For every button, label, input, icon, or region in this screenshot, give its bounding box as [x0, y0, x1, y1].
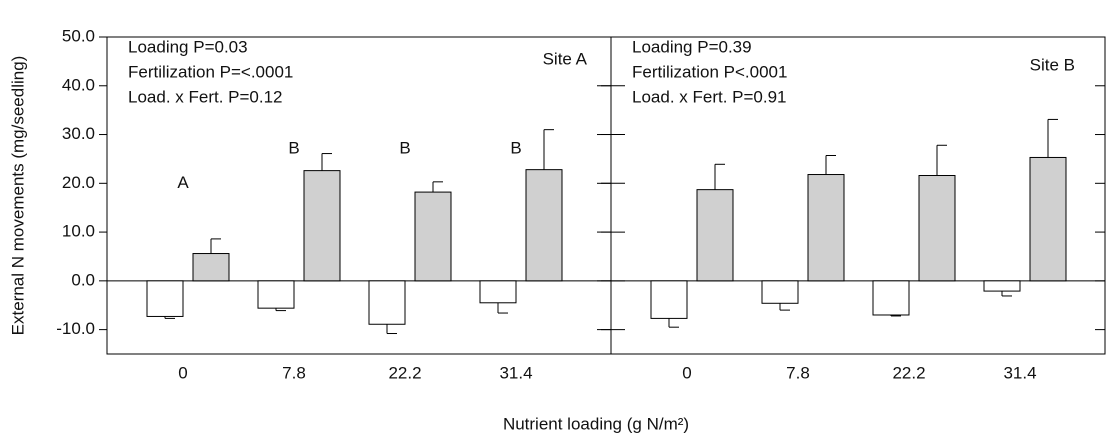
x-tick-label: 7.8: [786, 363, 810, 382]
annotation: Loading P=0.39: [632, 37, 752, 56]
bar: [872, 280, 910, 316]
x-tick-label: 0: [682, 363, 691, 382]
y-tick-label: 20.0: [62, 173, 95, 192]
y-tick-label: 30.0: [62, 124, 95, 143]
panel-frame: [610, 36, 1106, 355]
y-axis-label: External N movements (mg/seedling): [8, 56, 27, 336]
annotation: Loading P=0.03: [128, 37, 248, 56]
panel-title: Site B: [1030, 55, 1075, 74]
significance-letter: B: [510, 138, 521, 157]
bar: [918, 175, 956, 282]
y-tick-label: 0.0: [71, 270, 95, 289]
y-tick-label: 40.0: [62, 75, 95, 94]
bar: [368, 280, 406, 325]
significance-letter: B: [399, 138, 410, 157]
bar: [983, 280, 1021, 292]
bar: [696, 189, 734, 282]
bar: [525, 169, 563, 282]
x-tick-label: 31.4: [1003, 363, 1036, 382]
x-tick-label: 7.8: [282, 363, 306, 382]
bar: [650, 280, 688, 319]
x-tick-label: 22.2: [892, 363, 925, 382]
x-axis-label: Nutrient loading (g N/m²): [503, 414, 689, 433]
bar: [1029, 156, 1067, 282]
bar: [761, 280, 799, 304]
annotation: Fertilization P=<.0001: [128, 62, 293, 81]
significance-letter: A: [177, 173, 189, 192]
y-tick-label: 50.0: [62, 26, 95, 45]
y-tick-label: -10.0: [56, 319, 95, 338]
bar: [257, 280, 295, 309]
significance-letter: B: [288, 138, 299, 157]
annotation: Load. x Fert. P=0.12: [128, 87, 283, 106]
annotation: Load. x Fert. P=0.91: [632, 87, 787, 106]
x-tick-label: 22.2: [388, 363, 421, 382]
bar: [414, 191, 452, 282]
y-tick-label: 10.0: [62, 222, 95, 241]
panel-title: Site A: [543, 49, 588, 68]
bar: [303, 170, 341, 282]
bar: [146, 280, 184, 317]
x-tick-label: 31.4: [499, 363, 532, 382]
annotation: Fertilization P<.0001: [632, 62, 787, 81]
x-tick-label: 0: [178, 363, 187, 382]
bar: [807, 174, 845, 282]
bar: [192, 253, 230, 282]
bar: [479, 280, 517, 304]
